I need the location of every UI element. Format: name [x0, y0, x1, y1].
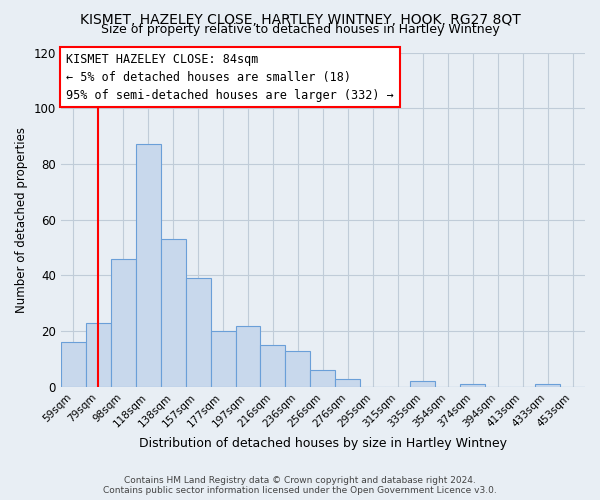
Y-axis label: Number of detached properties: Number of detached properties: [15, 126, 28, 312]
Bar: [310, 370, 335, 387]
Text: Contains HM Land Registry data © Crown copyright and database right 2024.
Contai: Contains HM Land Registry data © Crown c…: [103, 476, 497, 495]
Text: Size of property relative to detached houses in Hartley Wintney: Size of property relative to detached ho…: [101, 22, 499, 36]
Bar: [410, 382, 435, 387]
Bar: [260, 345, 286, 387]
Bar: [61, 342, 86, 387]
Bar: [535, 384, 560, 387]
Bar: [185, 278, 211, 387]
Text: KISMET, HAZELEY CLOSE, HARTLEY WINTNEY, HOOK, RG27 8QT: KISMET, HAZELEY CLOSE, HARTLEY WINTNEY, …: [80, 12, 520, 26]
Bar: [136, 144, 161, 387]
Bar: [286, 350, 310, 387]
Bar: [460, 384, 485, 387]
Bar: [236, 326, 260, 387]
Bar: [161, 239, 185, 387]
Bar: [211, 331, 236, 387]
X-axis label: Distribution of detached houses by size in Hartley Wintney: Distribution of detached houses by size …: [139, 437, 507, 450]
Bar: [111, 258, 136, 387]
Text: KISMET HAZELEY CLOSE: 84sqm
← 5% of detached houses are smaller (18)
95% of semi: KISMET HAZELEY CLOSE: 84sqm ← 5% of deta…: [66, 52, 394, 102]
Bar: [335, 378, 361, 387]
Bar: [86, 323, 111, 387]
